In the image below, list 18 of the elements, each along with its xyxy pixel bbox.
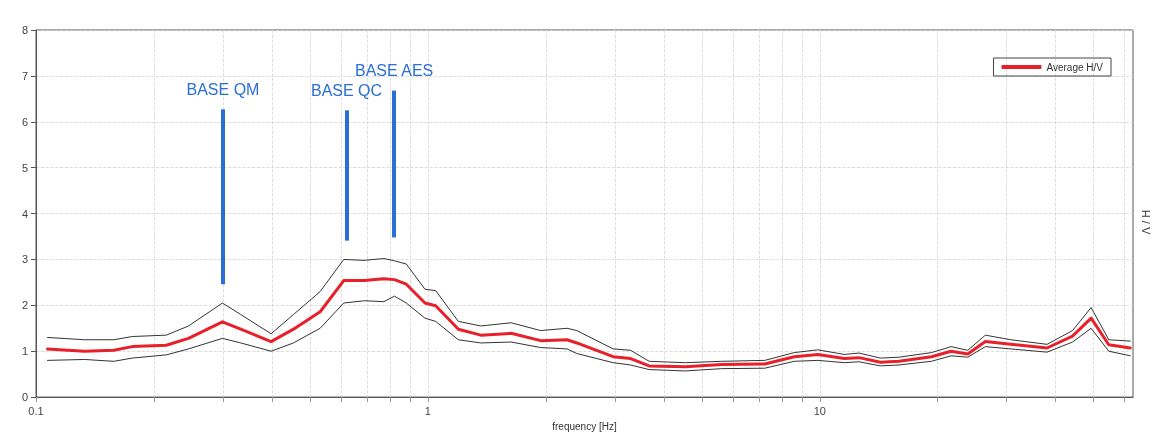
x-axis-title: frequency [Hz] — [552, 420, 617, 432]
y-tick-label: 7 — [21, 69, 28, 82]
ref-line-label: BASE QC — [310, 81, 383, 99]
ref-line-label: BASE AES — [354, 62, 434, 80]
y-tick-label: 0 — [21, 391, 28, 404]
y-tick-label: 8 — [21, 24, 28, 36]
legend-label: Average H/V — [1046, 61, 1104, 73]
x-tick-label: 1 — [424, 404, 431, 417]
y-tick-label: 5 — [21, 161, 28, 174]
y-tick-label: 6 — [21, 115, 28, 128]
x-tick-label: 0.1 — [28, 404, 44, 417]
ref-line-label: BASE QM — [186, 80, 260, 98]
y-tick-label: 1 — [21, 345, 28, 358]
x-tick-label: 10 — [813, 404, 826, 417]
y-tick-label: 3 — [21, 253, 28, 266]
y-tick-label: 4 — [21, 207, 28, 220]
y-tick-label: 2 — [21, 299, 28, 312]
y-axis-title: H / V — [1139, 209, 1152, 235]
